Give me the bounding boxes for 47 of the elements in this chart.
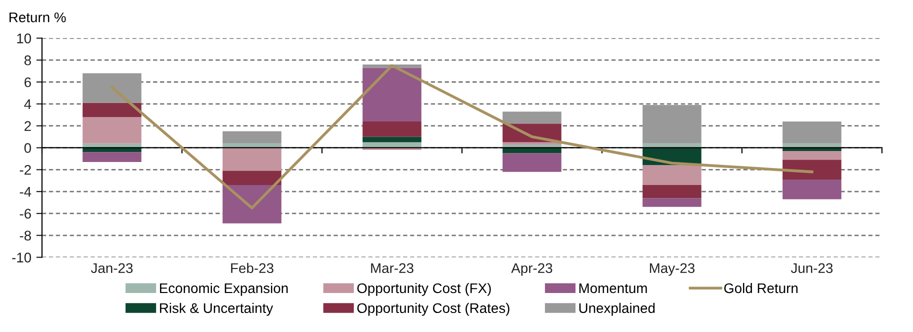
y-tick-label: 0 bbox=[24, 143, 32, 153]
legend-label: Risk & Uncertainty bbox=[160, 302, 274, 316]
y-tick-label: 8 bbox=[24, 55, 31, 66]
y-axis-title: Return % bbox=[10, 12, 66, 22]
bar bbox=[82, 102, 142, 118]
y-tick-label: -10 bbox=[12, 252, 32, 262]
bar bbox=[222, 170, 282, 185]
bar bbox=[222, 148, 282, 171]
legend-label: Economic Expansion bbox=[160, 282, 288, 296]
legend-label: Opportunity Cost (Rates) bbox=[357, 302, 510, 316]
y-tick-label: 6 bbox=[24, 77, 31, 88]
bar bbox=[222, 184, 282, 224]
bar bbox=[82, 152, 142, 162]
line-series bbox=[110, 64, 814, 210]
bar bbox=[782, 160, 842, 180]
bar bbox=[502, 112, 562, 124]
y-tick-label: 10 bbox=[17, 34, 32, 44]
bar bbox=[642, 198, 702, 207]
bar bbox=[502, 153, 562, 172]
y-tick-label: -6 bbox=[20, 208, 31, 219]
bar bbox=[362, 136, 422, 142]
y-tick-label: -4 bbox=[20, 187, 32, 197]
bar bbox=[782, 121, 842, 144]
legend-label: Opportunity Cost (FX) bbox=[357, 282, 491, 296]
y-tick-label: 2 bbox=[24, 121, 31, 131]
bar bbox=[82, 73, 142, 103]
x-tick-label: Apr-23 bbox=[511, 263, 552, 276]
x-tick-label: Mar-23 bbox=[371, 263, 414, 274]
bar bbox=[222, 131, 282, 144]
legend-label: Momentum bbox=[579, 283, 647, 294]
x-tick-label: May-23 bbox=[650, 263, 695, 276]
bar bbox=[642, 105, 702, 144]
y-tick-label: 4 bbox=[24, 99, 32, 109]
legend-label: Gold Return bbox=[724, 282, 798, 294]
x-tick-label: Jun-23 bbox=[790, 263, 833, 274]
bar bbox=[362, 121, 422, 137]
bar bbox=[82, 117, 142, 144]
y-tick-label: -2 bbox=[20, 164, 31, 175]
y-tick-label: -8 bbox=[20, 230, 31, 241]
bar bbox=[642, 184, 702, 198]
x-tick-label: Jan-23 bbox=[90, 263, 133, 274]
legend-label: Unexplained bbox=[579, 302, 655, 316]
bar bbox=[782, 180, 842, 200]
bar bbox=[782, 151, 842, 160]
x-tick-label: Feb-23 bbox=[231, 262, 274, 274]
bar bbox=[642, 165, 702, 185]
bar bbox=[362, 68, 422, 122]
